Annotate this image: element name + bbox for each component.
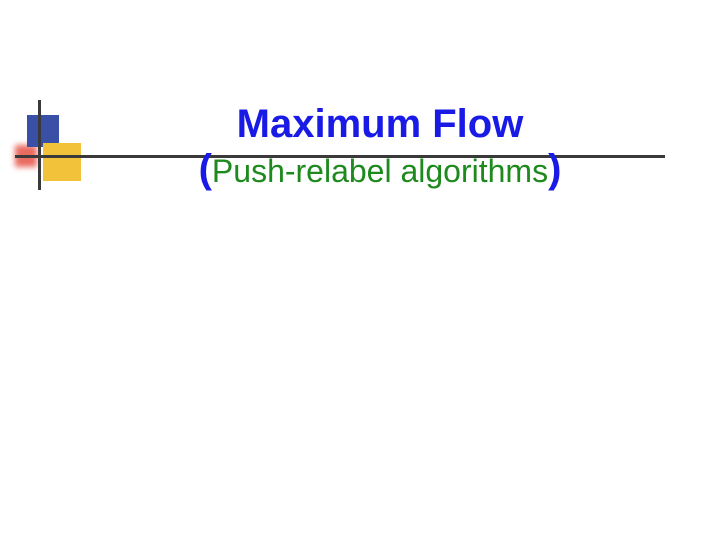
vertical-rule	[38, 100, 41, 190]
yellow-square-icon	[43, 143, 81, 181]
slide: Maximum Flow (Push-relabel algorithms)	[0, 0, 720, 540]
subtitle-text: Push-relabel algorithms	[212, 153, 548, 189]
paren-open: (	[199, 147, 212, 191]
title-line1: Maximum Flow	[90, 102, 670, 146]
title-block: Maximum Flow (Push-relabel algorithms)	[90, 102, 670, 192]
title-line2: (Push-relabel algorithms)	[90, 146, 670, 192]
paren-close: )	[548, 147, 561, 191]
